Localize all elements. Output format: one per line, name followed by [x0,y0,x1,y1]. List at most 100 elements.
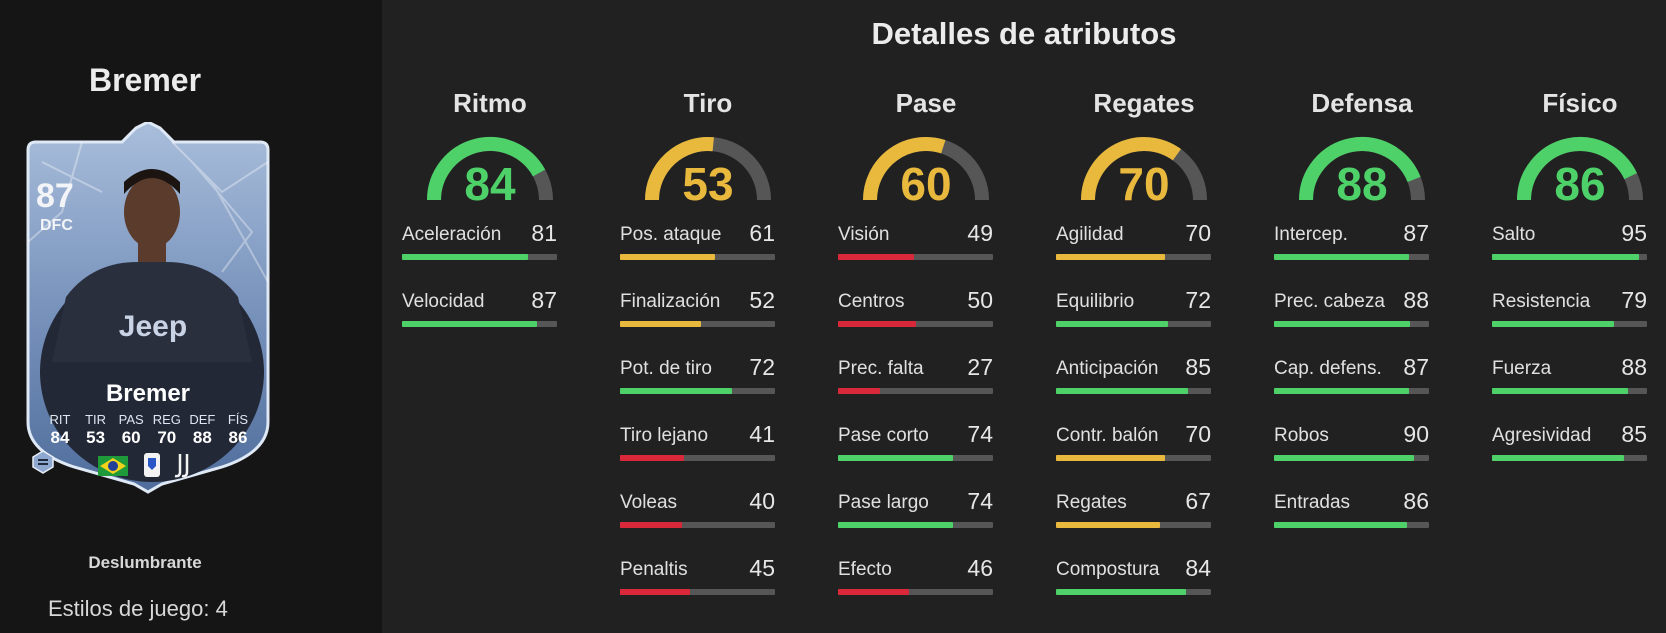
category-ritmo: Ritmo 84 Aceleración 81 Velocidad 87 [402,80,578,620]
attribute-label: Voleas [620,492,678,513]
player-name: Bremer [88,62,202,98]
category-value: 86 [1554,158,1606,210]
attribute-label: Penaltis [620,559,688,580]
card-stat-label: RIT [49,412,71,427]
card-stat-value: 86 [228,428,248,447]
card-stat-value: 84 [50,428,70,447]
attribute-row: Prec. falta 27 [838,354,993,408]
attribute-bar-fill [1274,455,1414,461]
attribute-row: Regates 67 [1056,488,1211,542]
player-card[interactable]: Jeep 87 DFC Bremer RIT 84 TIR 53 PAS 60 … [22,122,274,494]
category-title: Físico [1542,88,1618,118]
attribute-row: Resistencia 79 [1492,287,1647,341]
attribute-value: 72 [749,354,775,380]
attribute-bar-fill [1274,522,1408,528]
attribute-bar [838,321,993,327]
attribute-label: Anticipación [1056,358,1159,379]
attribute-value: 84 [1185,555,1211,581]
juventus-club-icon [174,454,189,478]
attribute-value: 70 [1185,421,1211,447]
attribute-label: Centros [838,291,905,312]
attribute-bar [1056,589,1211,595]
attribute-label: Aceleración [402,224,502,245]
gauge-fill [1517,137,1637,201]
attribute-row: Finalización 52 [620,287,775,341]
attribute-bar [838,254,993,260]
attribute-value: 95 [1621,220,1647,246]
card-stat-value: 60 [121,428,141,447]
category-title: Tiro [683,88,733,118]
card-position: DFC [40,217,73,234]
category-fisico: Físico 86 Salto 95 Resistencia 79 Fuerza 88 Agre… [1492,80,1666,620]
attribute-value: 88 [1621,354,1647,380]
category-gauge [863,137,989,201]
attribute-label: Prec. falta [838,358,924,379]
attribute-row: Pase corto 74 [838,421,993,475]
attribute-bar [1492,321,1647,327]
attribute-row: Contr. balón 70 [1056,421,1211,475]
attribute-value: 87 [531,287,557,313]
attribute-bar [1056,522,1211,528]
attribute-label: Cap. defens. [1274,358,1382,379]
attribute-bar [838,589,993,595]
category-defensa: Defensa 88 Intercep. 87 Prec. cabeza 88 Cap. d… [1274,80,1450,620]
category-gauge [427,137,553,201]
attribute-row: Centros 50 [838,287,993,341]
attribute-bar-fill [838,321,916,327]
attribute-value: 40 [749,488,775,514]
attribute-value: 27 [967,354,993,380]
attribute-bar-fill [838,522,953,528]
attribute-row: Penaltis 45 [620,555,775,609]
attribute-label: Robos [1274,425,1329,446]
attribute-bar-fill [1056,254,1165,260]
attribute-value: 74 [967,421,993,447]
attribute-bar-fill [838,388,880,394]
attribute-bar-fill [620,388,732,394]
card-stat-label: REG [152,412,181,427]
playstyle-name: Deslumbrante [88,553,202,572]
attribute-row: Intercep. 87 [1274,220,1429,274]
attribute-label: Pase largo [838,492,929,513]
attribute-row: Fuerza 88 [1492,354,1647,408]
attribute-value: 49 [967,220,993,246]
attribute-value: 79 [1621,287,1647,313]
attribute-bar [620,321,775,327]
attribute-bar-fill [1056,321,1168,327]
attribute-value: 87 [1403,354,1429,380]
category-pase: Pase 60 Visión 49 Centros 50 Prec. falta 27 Pase… [838,80,1014,620]
attribute-bar-fill [838,589,910,595]
attribute-row: Entradas 86 [1274,488,1429,542]
attribute-label: Pot. de tiro [620,358,712,379]
attribute-bar [402,321,557,327]
attribute-row: Agilidad 70 [1056,220,1211,274]
attribute-label: Fuerza [1492,358,1552,379]
attribute-row: Aceleración 81 [402,220,557,274]
brazil-flag-icon [98,456,128,476]
attribute-bar-fill [1274,254,1409,260]
card-stats: RIT 84 TIR 53 PAS 60 REG 70 DEF 88 FÍS 8… [44,412,254,448]
card-icons [98,453,189,478]
attribute-value: 86 [1403,488,1429,514]
attribute-label: Entradas [1274,492,1351,513]
attribute-bar-fill [1492,455,1624,461]
card-stat-value: 53 [86,428,106,447]
attribute-value: 67 [1185,488,1211,514]
category-value: 60 [900,158,952,210]
attribute-bar [620,522,775,528]
attribute-bar-fill [1056,455,1165,461]
attribute-value: 41 [749,421,775,447]
attribute-value: 85 [1185,354,1211,380]
category-gauge [1081,137,1207,201]
category-title: Regates [1093,88,1195,118]
card-stat-def: DEF 88 [186,412,218,448]
attribute-label: Efecto [838,559,892,580]
attribute-bar-fill [620,455,684,461]
attribute-value: 72 [1185,287,1211,313]
attribute-value: 85 [1621,421,1647,447]
player-panel: Bremer [0,0,382,633]
attribute-label: Equilibrio [1056,291,1135,312]
attribute-bar-fill [1492,254,1640,260]
category-value: 53 [682,158,734,210]
attribute-row: Efecto 46 [838,555,993,609]
attribute-label: Pase corto [838,425,929,446]
